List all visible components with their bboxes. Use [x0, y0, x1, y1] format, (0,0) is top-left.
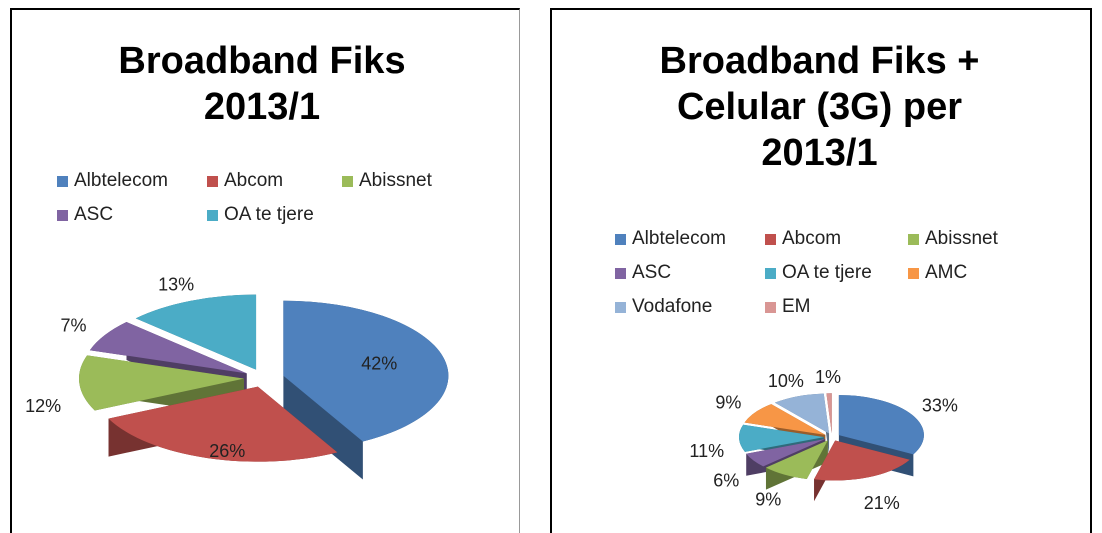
legend-label: OA te tjere: [782, 262, 872, 283]
legend-swatch: [908, 233, 919, 245]
legend-label: OA te tjere: [224, 204, 314, 225]
chart-panel: 33% 21% 9% 6% 11% 9% 10% 1% Broadband Fiks + Ce…: [550, 8, 1092, 533]
legend-item: OA te tjere: [207, 204, 342, 226]
legend-swatch: [615, 233, 626, 245]
slice: [283, 300, 449, 442]
legend-swatch: [207, 175, 218, 187]
legend-item: ASC: [615, 262, 765, 284]
legend-item: Abissnet: [908, 228, 1038, 250]
data-label: 11%: [689, 441, 724, 461]
data-label: 12%: [25, 396, 61, 416]
slice: [108, 386, 338, 462]
data-label: 42%: [361, 353, 397, 373]
data-label: 13%: [158, 274, 194, 294]
legend-swatch: [765, 233, 776, 245]
data-label: 9%: [755, 490, 781, 510]
legend-item: Albtelecom: [615, 228, 765, 250]
legend-label: Abissnet: [359, 170, 432, 191]
legend-swatch: [615, 301, 626, 313]
legend-item: OA te tjere: [765, 262, 908, 284]
legend-label: EM: [782, 296, 811, 317]
chart: 42% 26% 12% 7% 13%: [25, 274, 449, 500]
legend: Albtelecom Abcom Abissnet ASC OA te tjere AMC…: [615, 228, 1038, 318]
slice: [838, 395, 924, 455]
slice: [774, 393, 830, 434]
legend-swatch: [57, 175, 68, 187]
legend-label: Abcom: [224, 170, 284, 191]
data-label: 33%: [922, 396, 958, 416]
data-label: 26%: [209, 441, 245, 461]
data-label: 1%: [815, 367, 841, 387]
legend-swatch: [765, 301, 776, 313]
slice: [89, 322, 247, 374]
legend-item: AMC: [908, 262, 1038, 284]
data-label: 21%: [864, 493, 900, 513]
legend-swatch: [342, 175, 353, 187]
data-label: 10%: [768, 371, 804, 391]
legend-swatch: [908, 267, 919, 279]
legend-swatch: [615, 267, 626, 279]
legend-swatch: [57, 209, 68, 221]
chart: 33% 21% 9% 6% 11% 9% 10% 1%: [689, 367, 958, 513]
chart-title: Broadband Fiks 2013/1: [118, 40, 406, 128]
slice: [79, 355, 245, 411]
legend-label: Vodafone: [632, 296, 713, 317]
legend-item: Abcom: [765, 228, 908, 250]
legend-item: Albtelecom: [57, 170, 207, 192]
legend-label: Abcom: [782, 228, 842, 249]
legend-label: Abissnet: [925, 228, 998, 249]
slice: [826, 393, 832, 434]
legend-item: ASC: [57, 204, 207, 226]
legend-label: Albtelecom: [632, 228, 726, 249]
legend-label: AMC: [925, 262, 968, 283]
legend: Albtelecom Abcom Abissnet ASC OA te tjere: [57, 170, 472, 226]
legend-swatch: [207, 209, 218, 221]
chart-title: Broadband Fiks + Celular (3G) per 2013/1: [659, 40, 980, 174]
data-label: 6%: [713, 471, 739, 491]
legend-item: Abissnet: [342, 170, 472, 192]
legend-label: Albtelecom: [74, 170, 168, 191]
data-label: 7%: [61, 316, 87, 336]
slice: [746, 439, 826, 467]
data-label: 9%: [715, 393, 741, 413]
slice: [814, 440, 910, 481]
chart-panel: 42% 26% 12% 7% 13% Broadband Fiks 2013/1 Alb…: [10, 8, 520, 533]
slice: [744, 404, 826, 435]
legend-item: Vodafone: [615, 296, 765, 318]
slice: [739, 424, 825, 452]
legend-swatch: [765, 267, 776, 279]
slice: [135, 294, 257, 370]
legend-item: Abcom: [207, 170, 342, 192]
slice: [765, 440, 828, 479]
legend-label: ASC: [632, 262, 672, 283]
legend-item: EM: [765, 296, 908, 318]
legend-label: ASC: [74, 204, 114, 225]
